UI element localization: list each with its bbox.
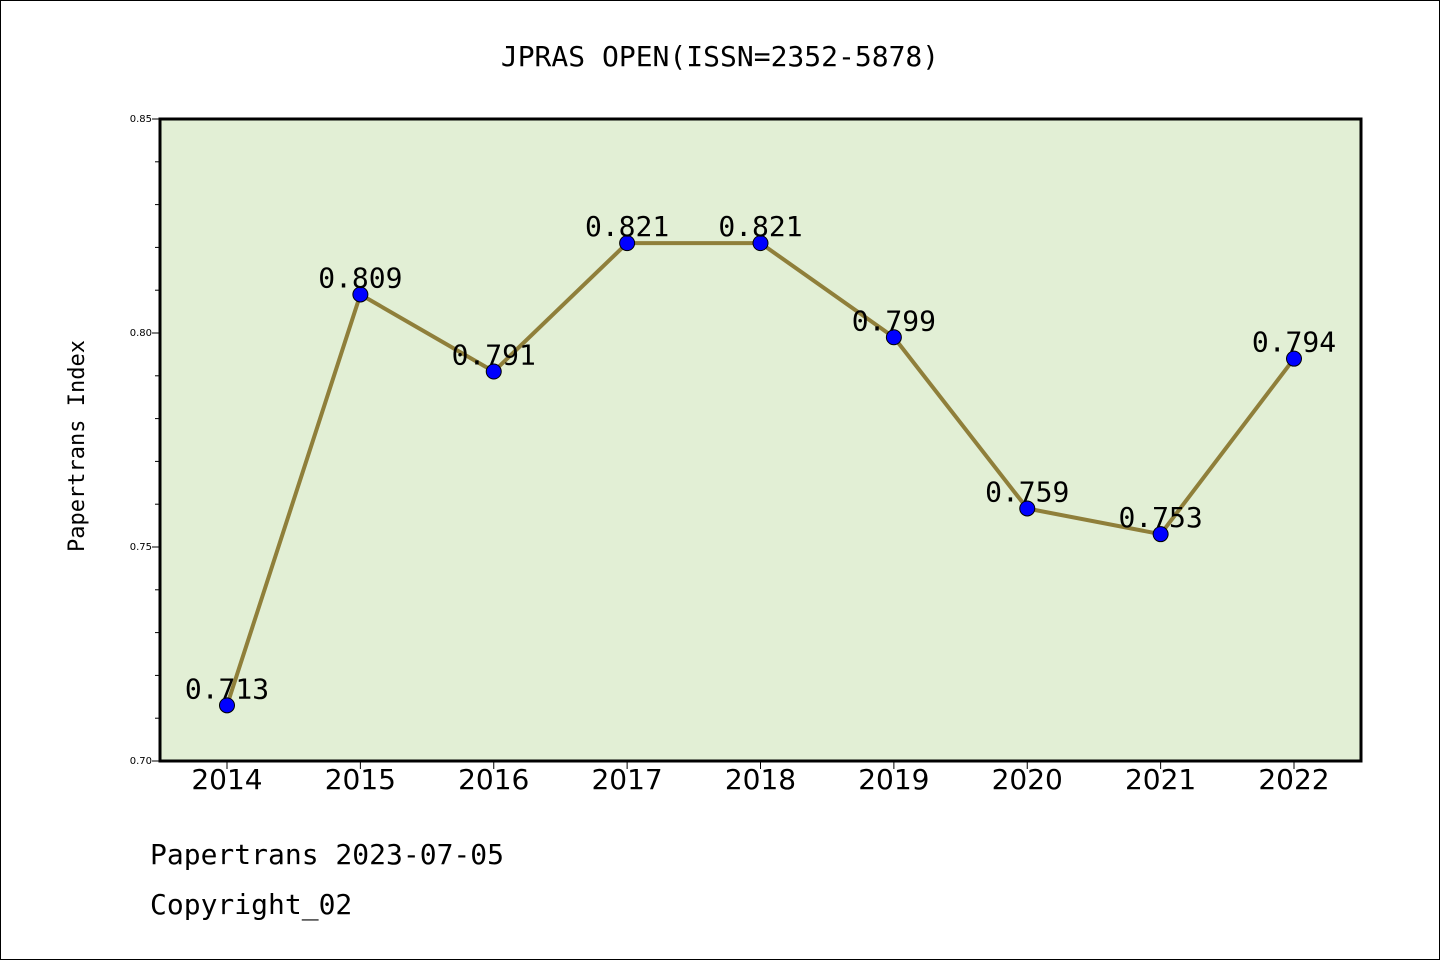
data-markers <box>219 235 1302 714</box>
y-tick-label: 0.70 <box>130 756 152 767</box>
plot-border <box>158 117 1363 763</box>
x-tick-label: 2021 <box>1125 763 1196 796</box>
y-tick-label: 0.85 <box>130 114 152 125</box>
x-tick-label: 2019 <box>858 763 929 796</box>
data-label: 0.821 <box>585 210 669 243</box>
data-point-marker <box>619 235 636 252</box>
footer-copyright: Copyright_02 <box>150 888 352 922</box>
data-point-marker <box>485 363 502 380</box>
data-labels: 0.713 0.809 0.791 0.821 0.821 0.799 0.759 0.753… <box>185 210 1336 705</box>
data-label: 0.713 <box>185 672 269 705</box>
x-tick-label: 2014 <box>191 763 262 796</box>
data-label: 0.809 <box>318 261 402 294</box>
data-label: 0.821 <box>718 210 802 243</box>
data-point-marker <box>1286 350 1302 367</box>
data-point-marker <box>885 329 902 346</box>
x-axis: 2014 2015 2016 2017 2018 2019 2020 2021 2022 <box>191 761 1330 796</box>
footer-date: Papertrans 2023-07-05 <box>150 838 504 871</box>
data-point-marker <box>1152 526 1169 543</box>
y-axis-label: Papertrans Index <box>65 340 90 552</box>
x-tick-label: 2020 <box>992 763 1063 796</box>
x-tick-label: 2022 <box>1258 763 1329 796</box>
x-tick-label: 2015 <box>325 763 396 796</box>
data-label: 0.791 <box>452 339 536 372</box>
data-label: 0.753 <box>1118 501 1202 534</box>
chart-title: JPRAS OPEN(ISSN=2352-5878) <box>501 40 939 73</box>
y-tick-label: 0.75 <box>130 542 152 553</box>
data-point-marker <box>352 286 369 303</box>
data-label: 0.759 <box>985 475 1069 508</box>
data-point-marker <box>1019 500 1036 517</box>
x-tick-label: 2016 <box>458 763 529 796</box>
data-label: 0.799 <box>852 304 936 337</box>
y-tick-label: 0.80 <box>130 328 152 339</box>
data-label: 0.794 <box>1252 326 1336 359</box>
y-axis: 0.70 0.75 0.80 0.85 <box>130 114 160 767</box>
data-point-marker <box>752 235 769 252</box>
x-tick-label: 2018 <box>725 763 796 796</box>
plot-area <box>160 119 1361 761</box>
x-tick-label: 2017 <box>591 763 662 796</box>
data-point-marker <box>219 697 235 714</box>
